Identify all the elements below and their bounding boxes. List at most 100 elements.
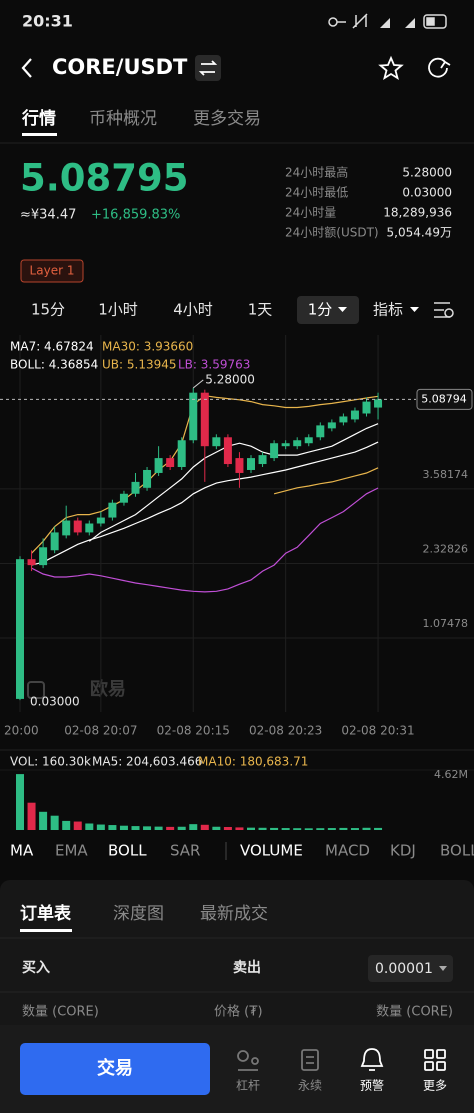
- volume-bar: [235, 827, 244, 830]
- indicator-tab[interactable]: VOLUME: [240, 842, 303, 860]
- nav-item[interactable]: 永续: [298, 1079, 322, 1093]
- stat-value: 5,054.49万: [387, 226, 452, 240]
- panel-tab[interactable]: 最新成交: [200, 904, 268, 924]
- volume-bar: [270, 827, 279, 830]
- tab[interactable]: 行情: [21, 108, 56, 129]
- volume-bar: [362, 827, 371, 830]
- volume-bar: [327, 828, 336, 830]
- candle-body: [350, 410, 359, 420]
- volume-bar: [374, 827, 383, 830]
- precision-select[interactable]: [368, 955, 453, 982]
- indicator-tab[interactable]: EMA: [55, 842, 88, 860]
- status-icons: [328, 13, 447, 29]
- indicator-tab[interactable]: MACD: [325, 842, 370, 860]
- candle-body: [73, 520, 82, 533]
- back-button[interactable]: [21, 58, 32, 78]
- interval-active-bg: [297, 296, 359, 324]
- candle-body: [131, 481, 140, 494]
- volume-bar: [281, 828, 290, 830]
- candle-body: [258, 455, 267, 465]
- volume-bar: [73, 821, 82, 830]
- x-tick-label: 02-08 20:07: [64, 724, 137, 738]
- volume-bar: [189, 824, 198, 830]
- column-header: 数量 (CORE): [22, 1005, 99, 1020]
- volume-bar: [143, 826, 152, 830]
- candle-body: [39, 547, 48, 566]
- interval[interactable]: 1小时: [98, 301, 138, 319]
- indicator-tab[interactable]: BOLL: [108, 842, 147, 860]
- nav-icons: [237, 1048, 446, 1071]
- y-tick-label: 4.62M: [434, 768, 468, 781]
- candle-body: [50, 532, 59, 551]
- indicator-tab[interactable]: MA: [10, 842, 34, 860]
- tab[interactable]: 币种概况: [89, 109, 157, 129]
- stat-value: 18,289,936: [383, 206, 452, 220]
- settings-icon: [444, 308, 454, 318]
- candle-body: [235, 458, 244, 473]
- tab[interactable]: 更多交易: [193, 109, 261, 129]
- pair-title: CORE/USDT: [52, 55, 188, 79]
- y-tick-label: 2.32826: [423, 542, 469, 555]
- volume-legend: MA5: 204,603.466: [92, 755, 202, 769]
- legend-entry: MA7: 4.67824: [10, 340, 94, 354]
- volume-bar: [200, 824, 209, 830]
- x-tick-label: 02-08 20:31: [341, 724, 414, 738]
- tab-indicator: [20, 929, 72, 932]
- interval[interactable]: 4小时: [173, 301, 213, 319]
- candle-body: [96, 517, 105, 524]
- swap-button[interactable]: [195, 55, 221, 81]
- volume-bar: [131, 826, 140, 830]
- legend-entry: UB: 5.13945: [102, 358, 177, 372]
- nav-item[interactable]: 预警: [360, 1078, 384, 1093]
- volume-bar: [16, 774, 24, 830]
- trade-button[interactable]: [20, 1043, 210, 1095]
- volume-bar: [166, 826, 175, 830]
- candle-body: [177, 440, 186, 468]
- share-button[interactable]: [428, 57, 451, 78]
- volume-bar: [62, 820, 71, 830]
- indicator-tab[interactable]: KDJ: [390, 842, 416, 860]
- candle-body: [304, 437, 313, 444]
- max-label: 5.28000: [205, 372, 255, 386]
- panel-tab[interactable]: 订单表: [20, 903, 72, 924]
- candle-body: [281, 443, 290, 447]
- indicator-tab[interactable]: SAR: [170, 842, 200, 860]
- indicator-line: [31, 487, 379, 593]
- volume-bar: [223, 827, 232, 830]
- candle-body: [339, 416, 348, 423]
- candle-body: [327, 422, 336, 429]
- nav-item[interactable]: 杠杆: [236, 1078, 260, 1093]
- favorite-button[interactable]: [378, 55, 404, 80]
- sell-header: 卖出: [233, 959, 261, 976]
- volume-bar: [293, 828, 302, 830]
- candle-body: [143, 469, 152, 488]
- volume-bar: [119, 825, 128, 830]
- watermark-logo: [27, 681, 45, 699]
- interval[interactable]: 15分: [31, 301, 65, 319]
- volume-bar: [96, 824, 105, 830]
- volume-bar: [212, 826, 221, 830]
- volume-bar: [85, 823, 94, 830]
- candle-body: [270, 443, 279, 459]
- legend-entry: BOLL: 4.36854: [10, 358, 98, 372]
- candle-body: [108, 502, 117, 518]
- volume-bar: [154, 826, 163, 830]
- volume-legend: VOL: 160.30k: [10, 755, 91, 769]
- interval[interactable]: 1天: [248, 301, 273, 319]
- panel-tab[interactable]: 深度图: [113, 904, 164, 924]
- price-cny: ≈¥34.47: [20, 208, 76, 223]
- indicator-tab[interactable]: BOLL: [440, 842, 474, 860]
- candle-body: [62, 520, 71, 536]
- precision-value: 0.00001: [375, 961, 433, 977]
- last-price-box: [416, 388, 473, 410]
- interval[interactable]: 1分: [308, 301, 333, 319]
- stat-value: 5.28000: [402, 166, 452, 180]
- legend-entry: MA30: 3.93660: [102, 340, 193, 354]
- nav-item[interactable]: 更多: [423, 1079, 447, 1093]
- last-price: 5.08795: [20, 157, 189, 200]
- stat-label: 24小时最高: [285, 165, 348, 180]
- volume-bar: [258, 827, 267, 830]
- indicator-button[interactable]: 指标: [373, 301, 403, 319]
- candle-body: [362, 401, 371, 414]
